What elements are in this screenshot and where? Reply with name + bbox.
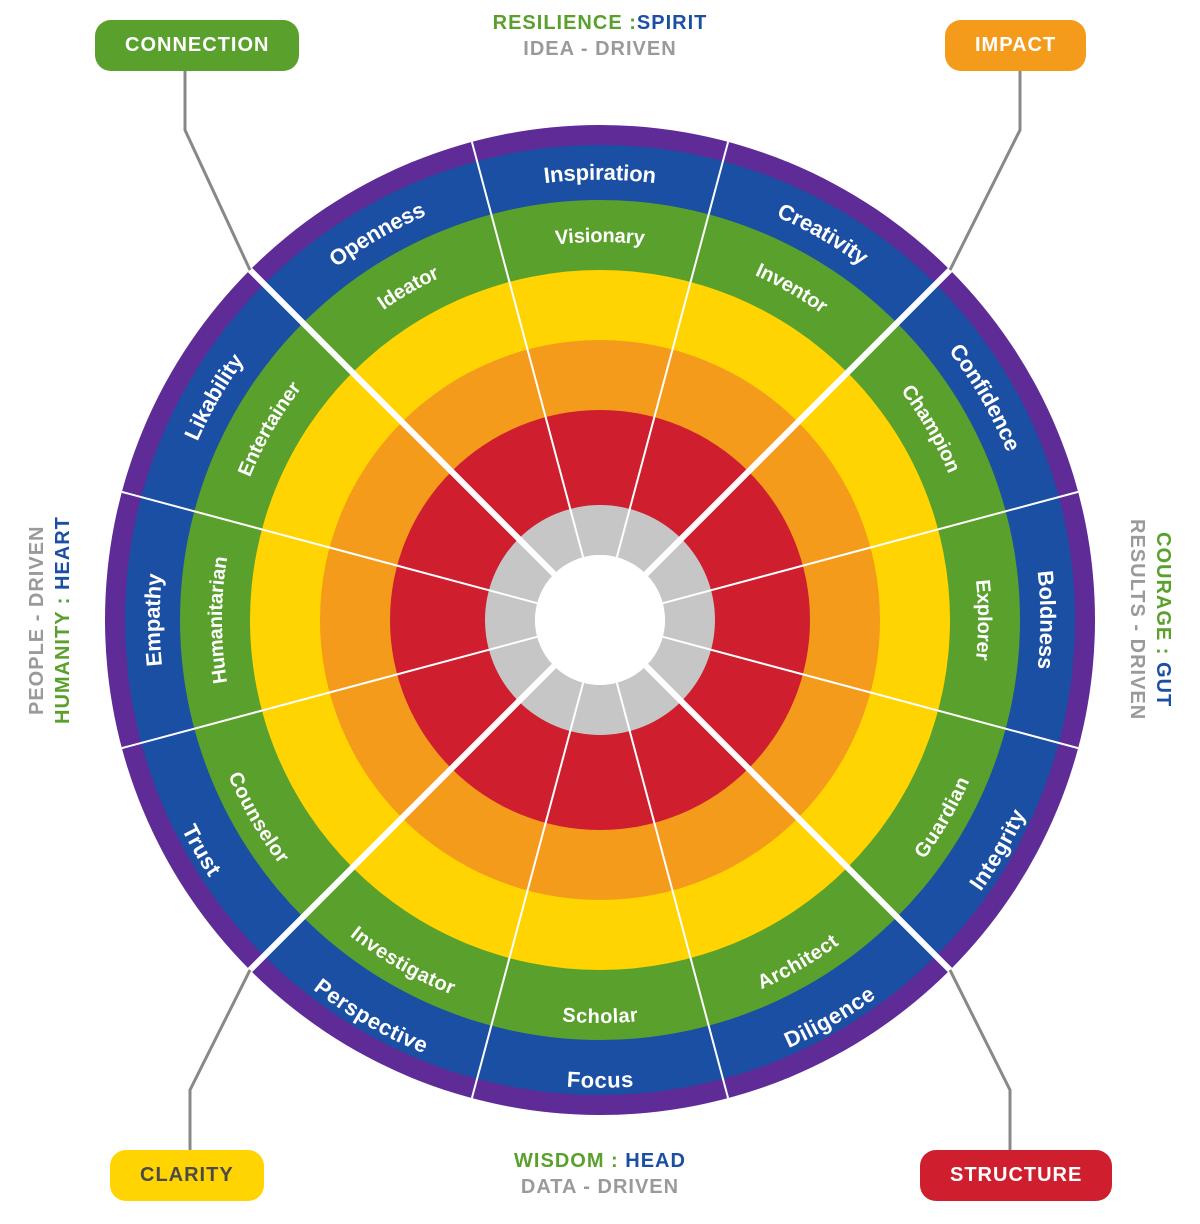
ring-label: Inspiration [542, 160, 657, 188]
axis-bottom: WISDOM : HEAD DATA - DRIVEN [420, 1148, 780, 1200]
axis-top: RESILIENCE :SPIRIT IDEA - DRIVEN [420, 10, 780, 62]
axis-word: WISDOM : [514, 1150, 625, 1172]
axis-right-line2: RESULTS - DRIVEN [1124, 430, 1150, 810]
axis-word: HEART [52, 516, 74, 590]
axis-top-line2: IDEA - DRIVEN [420, 36, 780, 62]
ring-label: Boldness [1033, 569, 1061, 670]
axis-bottom-line1: WISDOM : HEAD [420, 1148, 780, 1174]
axis-left-line1: HUMANITY : HEART [50, 430, 76, 810]
badge-clarity: CLARITY [110, 1150, 264, 1201]
axis-left-line2: PEOPLE - DRIVEN [24, 430, 50, 810]
axis-word: RESILIENCE : [493, 12, 637, 34]
axis-word: IDEA - DRIVEN [523, 38, 676, 60]
ring-label: Visionary [554, 225, 646, 250]
ring-label: Empathy [140, 572, 167, 668]
axis-left: PEOPLE - DRIVEN HUMANITY : HEART [24, 430, 76, 810]
axis-word: HUMANITY : [52, 590, 74, 724]
ring-label: Focus [566, 1067, 634, 1093]
axis-right-line1: COURAGE : GUT [1150, 430, 1176, 810]
badge-label: CLARITY [140, 1164, 234, 1186]
axis-bottom-line2: DATA - DRIVEN [420, 1174, 780, 1200]
badge-connection: CONNECTION [95, 20, 299, 71]
axis-top-line1: RESILIENCE :SPIRIT [420, 10, 780, 36]
badge-label: IMPACT [975, 34, 1056, 56]
axis-right: COURAGE : GUT RESULTS - DRIVEN [1124, 430, 1176, 810]
badge-impact: IMPACT [945, 20, 1086, 71]
badge-label: STRUCTURE [950, 1164, 1082, 1186]
axis-word: HEAD [625, 1150, 686, 1172]
axis-word: RESULTS - DRIVEN [1126, 519, 1148, 720]
badge-structure: STRUCTURE [920, 1150, 1112, 1201]
badge-label: CONNECTION [125, 34, 269, 56]
axis-word: PEOPLE - DRIVEN [26, 525, 48, 714]
axis-word: DATA - DRIVEN [521, 1176, 679, 1198]
axis-word: COURAGE : [1152, 532, 1174, 662]
wheel-diagram: InspirationVisionaryCreativityInventorCo… [0, 0, 1200, 1224]
axis-word: SPIRIT [637, 12, 707, 34]
axis-word: GUT [1152, 662, 1174, 707]
ring-label: Explorer [971, 579, 995, 662]
